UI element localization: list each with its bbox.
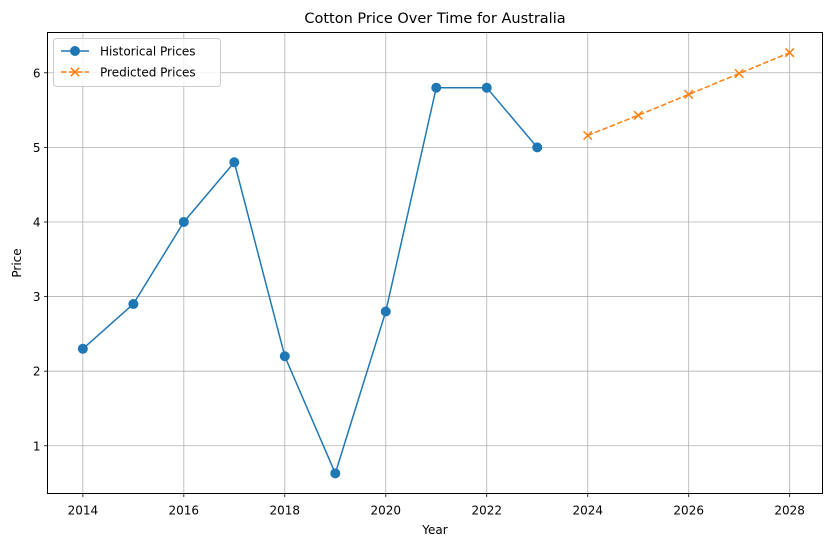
y-tick-label: 3 [33,290,41,304]
series-layer [77,47,795,479]
legend-entry: Historical Prices [61,45,196,59]
data-point [380,306,391,317]
y-tick-label: 5 [33,141,41,155]
data-point [532,142,543,153]
data-point [683,89,694,100]
legend-label: Predicted Prices [100,66,196,80]
y-axis-title: Price [10,248,24,277]
x-tick-label: 2026 [673,504,704,518]
y-tick-label: 4 [33,215,41,229]
series-1 [582,47,795,141]
data-point [431,82,442,93]
x-tick-label: 2020 [371,504,402,518]
data-point [784,47,795,58]
x-tick-label: 2024 [572,504,603,518]
series-line [82,86,538,475]
data-point [128,299,139,310]
data-point [633,110,643,121]
data-point [330,468,341,479]
legend-box [53,38,221,87]
y-tick-label: 2 [33,365,41,379]
data-point [229,157,240,168]
series-line [587,51,790,137]
x-axis-title: Year [421,523,447,537]
x-tick-label: 2018 [270,504,301,518]
data-point [481,82,492,93]
plot-frame [47,32,823,494]
series-0 [77,82,543,479]
x-tick-label: 2016 [169,504,200,518]
data-point [279,351,290,362]
x-tick-label: 2014 [68,504,99,518]
legend: Historical Prices Predicted Prices [53,38,221,87]
axis-ticks: 2014 2016 2018 2020 2022 2024 2026 2028 1 2 3 4 5 6 [33,66,805,517]
legend-label: Historical Prices [100,45,196,59]
legend-marker [70,67,80,77]
data-point [582,130,593,141]
x-tick-label: 2028 [774,504,805,518]
data-point [178,216,189,227]
y-tick-label: 6 [33,66,41,80]
legend-entry: Predicted Prices [61,66,196,80]
y-tick-label: 1 [33,439,41,453]
x-tick-label: 2022 [471,504,502,518]
data-point [734,68,744,79]
legend-marker [70,46,80,56]
chart-title: Cotton Price Over Time for Australia [304,11,565,27]
grid-lines [47,32,823,494]
data-point [77,343,88,354]
